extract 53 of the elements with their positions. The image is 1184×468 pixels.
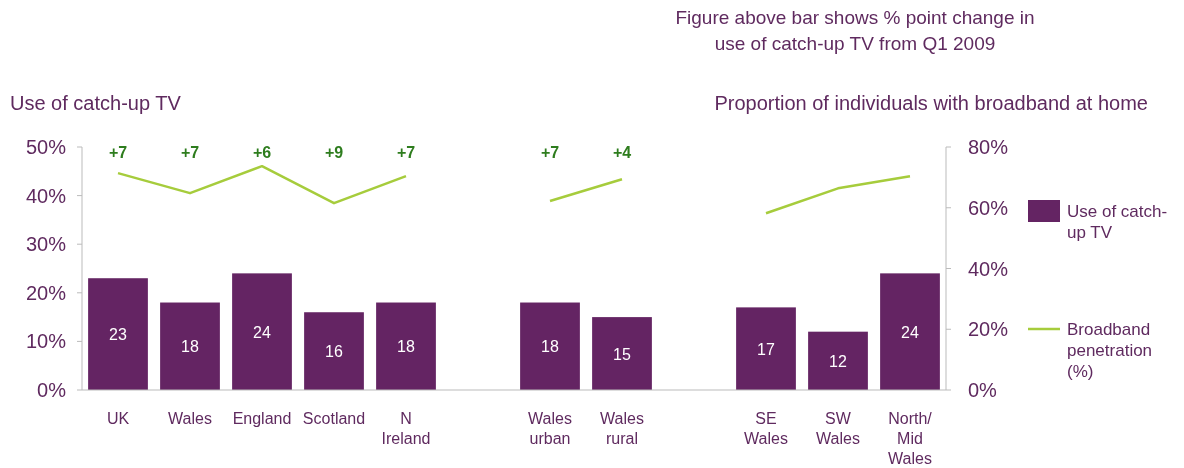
annotation: +9 <box>324 144 344 161</box>
y2-tick-label: 40% <box>968 257 1009 280</box>
text: Figure above bar shows % point change in use of catch-up TV from Q1 2009 <box>675 7 1035 54</box>
y-tick-label: 20% <box>25 281 67 304</box>
y-tick-label: 30% <box>25 233 67 256</box>
x-tick-label: Scotland <box>302 410 366 427</box>
y2-tick-label: 60% <box>968 196 1009 219</box>
data-label: 16 <box>325 343 343 361</box>
x-tick-label: England <box>232 410 292 427</box>
x-tick-label: UK <box>106 410 130 427</box>
annotation: +7 <box>108 144 128 161</box>
x-tick-label: Wales <box>168 410 212 427</box>
legend-label: Broadband penetration (%) <box>1067 320 1153 381</box>
annotation: +7 <box>396 144 416 161</box>
y-tick-label: 50% <box>25 136 67 158</box>
x-tick-label: Wales urban <box>528 410 572 447</box>
x-tick-label: SW Wales <box>816 410 860 447</box>
y-axis-title: Use of catch-up TV <box>10 92 182 114</box>
x-tick-label: SE Wales <box>744 410 788 447</box>
legend-label: Use of catch-up TV <box>1067 202 1168 242</box>
y2-tick-label: 80% <box>968 136 1009 158</box>
data-label: 24 <box>901 323 919 341</box>
bar <box>376 302 436 390</box>
data-label: 24 <box>253 323 271 341</box>
data-label: 23 <box>109 326 127 344</box>
y-tick-label: 0% <box>37 379 67 401</box>
annotation: +7 <box>180 144 200 161</box>
data-label: 15 <box>613 345 631 363</box>
bar <box>808 331 868 390</box>
x-tick-label: Wales rural <box>600 410 644 447</box>
data-label: 17 <box>757 340 775 358</box>
data-label: 18 <box>397 338 415 356</box>
data-label: 12 <box>829 352 847 370</box>
y2-tick-label: 0% <box>968 379 998 401</box>
x-tick-label: N Ireland <box>381 410 431 447</box>
bar <box>304 312 364 390</box>
bar <box>880 273 940 390</box>
y2-tick-label: 20% <box>968 318 1009 341</box>
bar <box>232 273 292 390</box>
data-label: 18 <box>541 338 559 356</box>
bar <box>592 317 652 390</box>
annotation: +4 <box>612 144 632 161</box>
x-tick-label: North/Mid Wales <box>888 410 933 467</box>
y-tick-label: 10% <box>25 330 67 353</box>
annotation: +7 <box>540 144 560 161</box>
data-label: 18 <box>181 338 199 356</box>
bar <box>160 302 220 390</box>
bar <box>88 278 148 390</box>
bar <box>520 302 580 390</box>
y2-axis-title: Proportion of individuals with broadband at home <box>714 92 1148 114</box>
y-tick-label: 40% <box>25 184 67 207</box>
bar <box>736 307 796 390</box>
annotation: +6 <box>252 144 272 161</box>
